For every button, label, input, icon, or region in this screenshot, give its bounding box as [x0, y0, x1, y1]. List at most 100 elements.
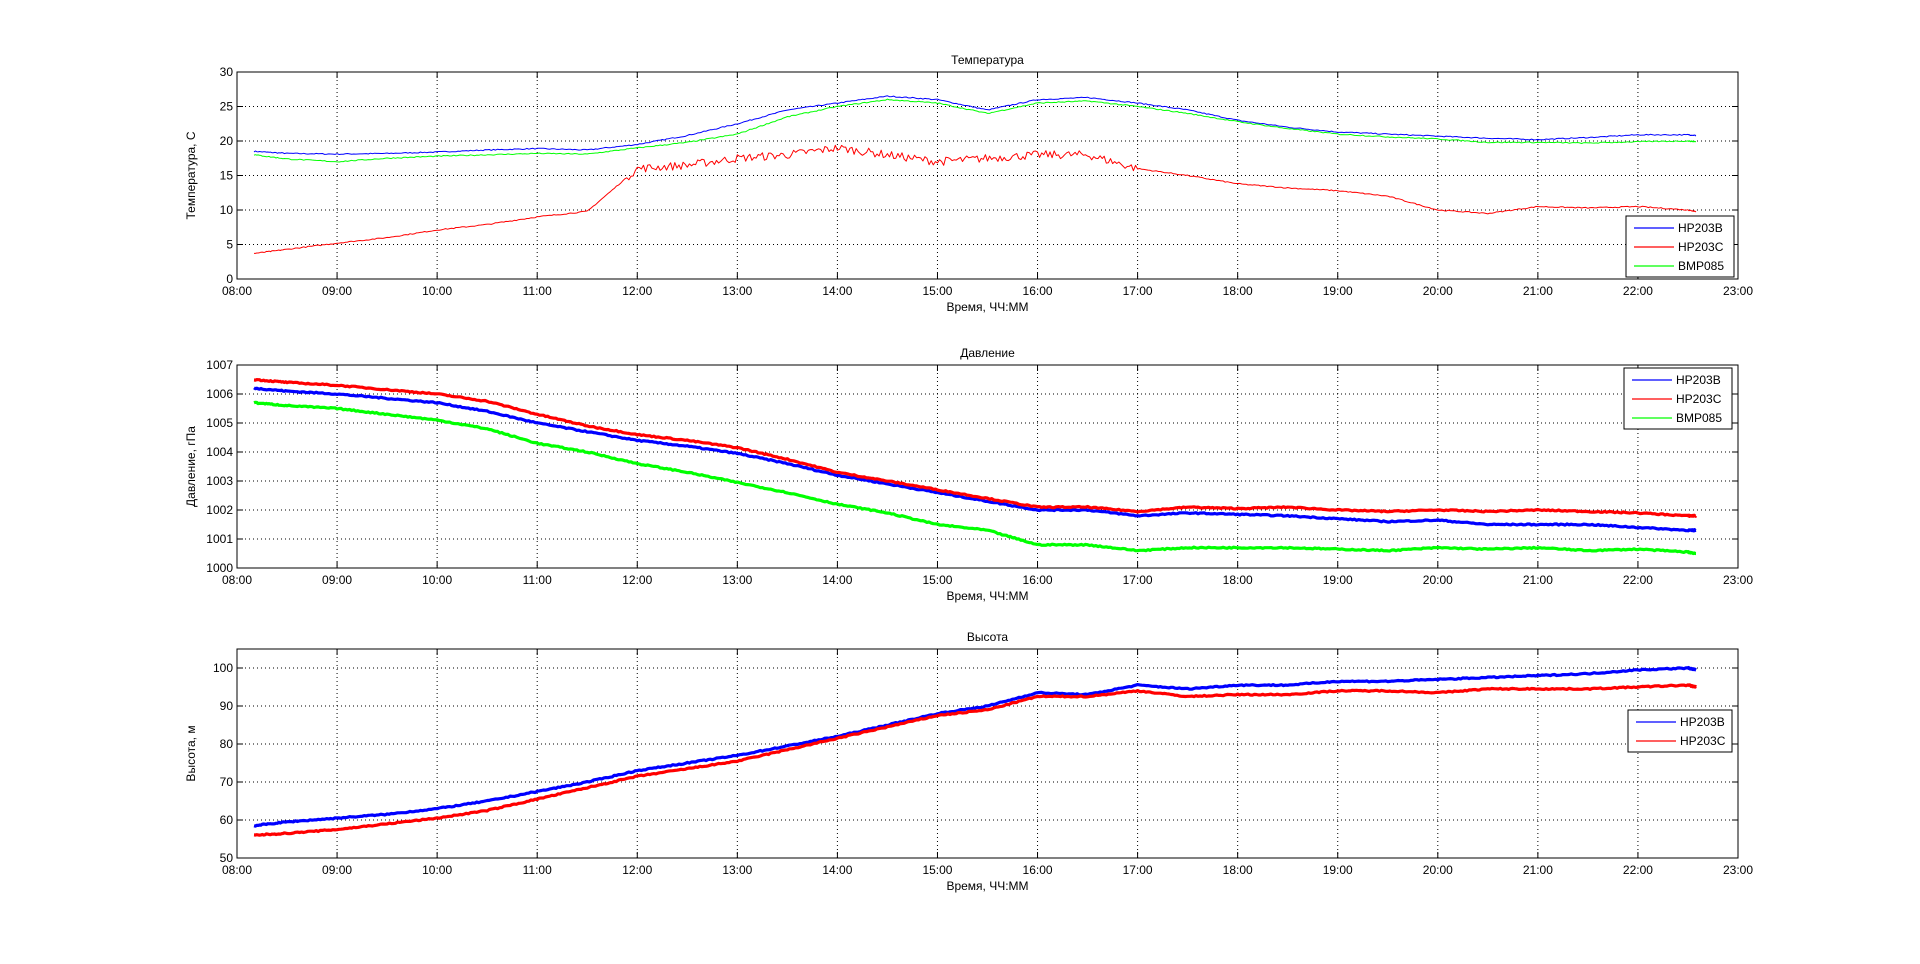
legend-label: HP203C — [1676, 392, 1722, 406]
series-line-hp203c — [254, 144, 1697, 254]
x-tick-label: 15:00 — [922, 573, 952, 587]
x-tick-label: 11:00 — [523, 863, 552, 877]
x-tick-label: 10:00 — [422, 863, 452, 877]
chart-2: 08:00 09:00 10:00 11:00 12:00 13:00 14:00 15:00… — [184, 630, 1753, 893]
chart-1: 08:00 09:00 10:00 11:00 12:00 13:00 14:00 15:00… — [184, 346, 1753, 603]
x-tick-label: 14:00 — [822, 863, 852, 877]
x-tick-label: 21:00 — [1523, 284, 1553, 298]
x-tick-label: 09:00 — [322, 573, 352, 587]
legend: HP203B HP203C BMP085 — [1623, 367, 1733, 430]
series-line-bmp085 — [253, 98, 1697, 163]
legend-label: BMP085 — [1678, 259, 1724, 273]
x-tick-label: 22:00 — [1623, 573, 1653, 587]
x-tick-label: 19:00 — [1323, 284, 1353, 298]
x-tick-label: 20:00 — [1423, 863, 1453, 877]
x-tick-label: 18:00 — [1223, 573, 1253, 587]
x-axis-label: Время, ЧЧ:ММ — [946, 879, 1028, 893]
x-tick-label: 17:00 — [1123, 863, 1153, 877]
y-tick-label: 1003 — [206, 474, 233, 488]
x-tick-label: 23:00 — [1723, 284, 1753, 298]
legend-label: HP203B — [1678, 221, 1723, 235]
axes-frame — [236, 364, 1739, 569]
y-tick-label: 25 — [220, 100, 234, 114]
x-tick-label: 16:00 — [1023, 284, 1053, 298]
y-tick-label: 5 — [226, 238, 233, 252]
chart-0: 08:00 09:00 10:00 11:00 12:00 13:00 14:00 15:00… — [184, 53, 1753, 314]
y-axis-label: Температура, С — [184, 131, 198, 219]
y-axis-label: Давление, гПа — [184, 426, 198, 507]
x-tick-label: 20:00 — [1423, 573, 1453, 587]
x-tick-label: 13:00 — [722, 573, 752, 587]
x-tick-label: 21:00 — [1523, 863, 1553, 877]
y-tick-label: 1006 — [206, 387, 233, 401]
series-line-hp203c — [253, 378, 1698, 518]
x-tick-label: 08:00 — [222, 863, 252, 877]
y-tick-label: 100 — [213, 661, 233, 675]
chart-title: Температура — [951, 53, 1024, 67]
legend-label: BMP085 — [1676, 411, 1722, 425]
series-line-hp203b — [253, 386, 1698, 533]
chart-title: Давление — [960, 346, 1015, 360]
series-line-bmp085 — [253, 400, 1698, 556]
legend: HP203B HP203C — [1627, 709, 1733, 753]
x-tick-label: 13:00 — [722, 863, 752, 877]
x-tick-label: 14:00 — [822, 284, 852, 298]
plot-area — [237, 649, 1738, 858]
x-tick-label: 08:00 — [222, 284, 252, 298]
plot-area — [237, 72, 1738, 279]
y-tick-label: 0 — [226, 272, 233, 286]
y-tick-label: 80 — [220, 737, 234, 751]
x-tick-label: 21:00 — [1523, 573, 1553, 587]
x-tick-label: 13:00 — [722, 284, 752, 298]
x-tick-label: 15:00 — [922, 863, 952, 877]
x-tick-label: 17:00 — [1123, 573, 1153, 587]
y-tick-label: 20 — [220, 134, 234, 148]
legend-box — [1627, 709, 1733, 753]
y-tick-label: 50 — [220, 851, 234, 865]
x-axis-label: Время, ЧЧ:ММ — [946, 300, 1028, 314]
y-tick-label: 1007 — [206, 358, 233, 372]
y-axis-label: Высота, м — [184, 725, 198, 781]
plot-area — [237, 365, 1738, 568]
axes-frame — [236, 648, 1739, 859]
x-tick-label: 14:00 — [822, 573, 852, 587]
axes-frame — [236, 71, 1739, 280]
x-tick-label: 23:00 — [1723, 573, 1753, 587]
series-line-hp203b — [253, 95, 1697, 155]
x-tick-label: 19:00 — [1323, 863, 1353, 877]
x-tick-label: 18:00 — [1223, 863, 1253, 877]
y-tick-label: 10 — [220, 203, 234, 217]
x-tick-label: 09:00 — [322, 863, 352, 877]
x-tick-label: 09:00 — [322, 284, 352, 298]
legend-label: HP203B — [1676, 373, 1721, 387]
x-tick-label: 22:00 — [1623, 863, 1653, 877]
x-tick-label: 12:00 — [622, 863, 652, 877]
x-tick-label: 16:00 — [1023, 863, 1053, 877]
x-tick-label: 23:00 — [1723, 863, 1753, 877]
x-tick-label: 19:00 — [1323, 573, 1353, 587]
y-tick-label: 1005 — [206, 416, 233, 430]
x-tick-label: 12:00 — [622, 573, 652, 587]
x-tick-label: 11:00 — [523, 284, 552, 298]
x-tick-label: 10:00 — [422, 573, 452, 587]
x-tick-label: 12:00 — [622, 284, 652, 298]
legend-label: HP203B — [1680, 715, 1725, 729]
legend-label: HP203C — [1678, 240, 1724, 254]
y-tick-label: 1000 — [206, 561, 233, 575]
chart-title: Высота — [967, 630, 1009, 644]
y-tick-label: 60 — [220, 813, 234, 827]
x-tick-label: 10:00 — [422, 284, 452, 298]
y-tick-label: 70 — [220, 775, 234, 789]
legend: HP203B HP203C BMP085 — [1625, 215, 1735, 278]
y-tick-label: 15 — [220, 169, 234, 183]
y-tick-label: 1002 — [206, 503, 233, 517]
legend-label: HP203C — [1680, 734, 1726, 748]
y-tick-label: 90 — [220, 699, 234, 713]
x-axis-label: Время, ЧЧ:ММ — [946, 589, 1028, 603]
x-tick-label: 22:00 — [1623, 284, 1653, 298]
x-tick-label: 08:00 — [222, 573, 252, 587]
x-tick-label: 15:00 — [922, 284, 952, 298]
x-tick-label: 20:00 — [1423, 284, 1453, 298]
series-line-hp203b — [253, 665, 1698, 828]
